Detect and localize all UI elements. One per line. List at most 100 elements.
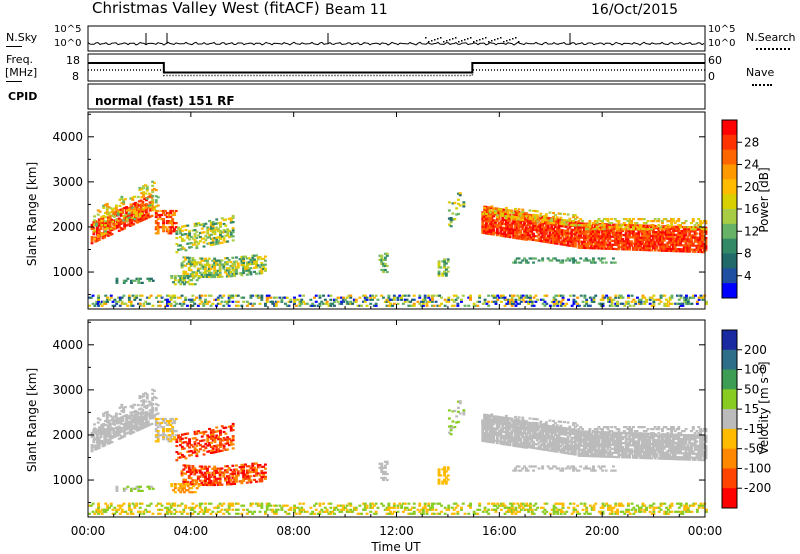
power-point (577, 234, 581, 237)
velocity-point (193, 479, 197, 482)
power-point (191, 298, 195, 301)
power-point (677, 298, 681, 301)
power-point (553, 232, 557, 235)
power-point (684, 246, 688, 249)
velocity-point (242, 467, 246, 470)
velocity-point (436, 512, 440, 515)
power-point (561, 296, 565, 299)
velocity-point (289, 506, 293, 509)
power-point (588, 240, 592, 244)
power-point (255, 264, 258, 267)
power-point (140, 196, 144, 199)
power-point (206, 226, 210, 229)
power-point (213, 232, 217, 236)
power-point (517, 212, 521, 215)
power-point (327, 304, 331, 307)
power-point (563, 213, 566, 216)
power-point (162, 224, 165, 227)
power-point (156, 196, 160, 199)
velocity-point (242, 508, 246, 511)
power-point (670, 243, 673, 246)
power-point (129, 209, 133, 212)
velocity-point (177, 489, 181, 492)
velocity-point (100, 427, 104, 430)
velocity-point (145, 395, 149, 398)
nsky-line (87, 41, 705, 46)
power-point (623, 304, 627, 307)
velocity-point (96, 447, 99, 450)
power-point (156, 226, 160, 229)
velocity-point (151, 406, 155, 410)
power-point (515, 231, 519, 234)
power-point (541, 298, 545, 301)
velocity-point (145, 405, 149, 408)
velocity-point (145, 419, 148, 422)
velocity-point (179, 452, 182, 455)
power-point (677, 227, 681, 230)
power-point (583, 222, 586, 225)
power-point (548, 211, 552, 214)
power-point (515, 223, 519, 226)
power-point (539, 229, 543, 232)
power-point (116, 213, 120, 216)
power-point (555, 234, 559, 237)
power-point (102, 204, 106, 207)
power-point (198, 257, 202, 260)
power-point (684, 230, 688, 233)
power-point (601, 239, 604, 242)
velocity-point (240, 504, 244, 507)
power-point (352, 298, 356, 301)
power-point (111, 304, 115, 307)
velocity-point (213, 483, 217, 487)
power-point (559, 212, 563, 215)
power-point (443, 272, 446, 275)
power-point (107, 214, 111, 217)
power-point (91, 302, 95, 305)
power-point (637, 224, 641, 227)
velocity-point (233, 476, 237, 479)
power-point (103, 222, 107, 225)
velocity-point (96, 417, 100, 420)
power-point (478, 300, 482, 303)
power-point (555, 242, 559, 245)
velocity-point (253, 474, 256, 477)
power-point (682, 228, 686, 231)
velocity-point (213, 479, 217, 482)
velocity-point (186, 442, 190, 445)
power-point (537, 225, 541, 228)
velocity-point (206, 471, 209, 474)
power-point (215, 263, 218, 266)
power-point (211, 302, 215, 305)
velocity-point (345, 504, 349, 507)
power-point (568, 259, 572, 262)
power-point (173, 296, 177, 299)
power-point (403, 300, 407, 303)
power-point (255, 272, 258, 275)
power-point (125, 208, 128, 211)
power-point (590, 232, 594, 236)
power-point (208, 236, 211, 239)
power-point (193, 298, 197, 301)
power-point (175, 302, 178, 305)
power-point (202, 259, 206, 262)
power-point (666, 243, 670, 246)
velocity-point (215, 430, 219, 433)
power-point (535, 229, 539, 232)
nsearch-point (497, 38, 499, 40)
power-point (437, 274, 441, 277)
power-point (514, 220, 517, 223)
velocity-point (251, 470, 255, 474)
power-point (327, 294, 331, 297)
power-point (566, 238, 570, 241)
power-point (613, 231, 617, 234)
power-point (628, 224, 632, 227)
power-point (115, 300, 119, 303)
power-point (615, 241, 619, 245)
power-point (634, 300, 638, 303)
velocity-point (166, 502, 169, 505)
power-point (504, 206, 508, 210)
power-point (169, 302, 173, 305)
power-point (387, 304, 391, 307)
power-point (177, 248, 181, 251)
power-point (662, 245, 666, 248)
